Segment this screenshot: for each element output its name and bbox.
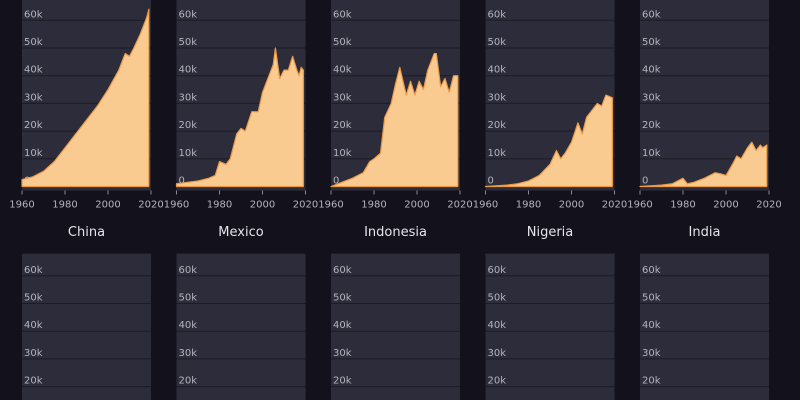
y-tick-label: 30k xyxy=(642,92,661,103)
y-tick-label: 60k xyxy=(179,265,198,276)
y-tick-label: 30k xyxy=(179,92,198,103)
area xyxy=(175,47,304,188)
x-tick-label: 1960 xyxy=(473,200,498,211)
x-tick-label: 2000 xyxy=(713,200,738,211)
x-tick-label: 2000 xyxy=(95,200,120,211)
x-tick-label: 1980 xyxy=(361,200,386,211)
y-tick-label: 50k xyxy=(179,37,198,48)
y-tick-label: 40k xyxy=(179,320,198,331)
y-tick-label: 10k xyxy=(333,148,352,159)
y-tick-label: 50k xyxy=(642,37,661,48)
y-tick-label: 40k xyxy=(179,65,198,76)
y-tick-label: 40k xyxy=(333,320,352,331)
y-tick-label: 20k xyxy=(642,376,661,387)
y-tick-label: 40k xyxy=(24,320,43,331)
y-tick-label: 60k xyxy=(24,9,43,20)
y-tick-label: 0 xyxy=(179,176,185,187)
panel xyxy=(640,253,769,400)
panel-title: Nigeria xyxy=(527,225,574,240)
x-tick-label: 1960 xyxy=(9,200,34,211)
y-tick-label: 20k xyxy=(333,376,352,387)
panel-title: Mexico xyxy=(218,225,263,240)
y-tick-label: 30k xyxy=(488,92,507,103)
x-tick-label: 1960 xyxy=(318,200,343,211)
area xyxy=(21,8,150,188)
y-tick-label: 10k xyxy=(642,148,661,159)
y-tick-label: 30k xyxy=(179,348,198,359)
y-tick-label: 30k xyxy=(642,348,661,359)
x-tick-label: 2000 xyxy=(250,200,275,211)
x-tick-label: 2020 xyxy=(602,200,627,211)
y-tick-label: 60k xyxy=(333,9,352,20)
x-tick-label: 1980 xyxy=(516,200,541,211)
x-tick-label: 2020 xyxy=(756,200,781,211)
y-tick-label: 40k xyxy=(642,65,661,76)
y-tick-label: 40k xyxy=(488,320,507,331)
y-tick-label: 40k xyxy=(488,65,507,76)
x-tick-label: 2020 xyxy=(293,200,318,211)
y-tick-label: 30k xyxy=(333,92,352,103)
y-tick-label: 20k xyxy=(642,120,661,131)
y-tick-label: 40k xyxy=(24,65,43,76)
y-tick-label: 50k xyxy=(24,293,43,304)
panel-title: Indonesia xyxy=(364,225,427,240)
y-tick-label: 10k xyxy=(488,148,507,159)
y-tick-label: 0 xyxy=(333,176,339,187)
area xyxy=(484,94,613,188)
x-tick-label: 2020 xyxy=(138,200,163,211)
panel-title: China xyxy=(68,225,105,240)
x-tick-label: 1980 xyxy=(52,200,77,211)
y-tick-label: 60k xyxy=(333,265,352,276)
area xyxy=(330,52,459,188)
y-tick-label: 30k xyxy=(24,348,43,359)
y-tick-label: 20k xyxy=(179,120,198,131)
y-tick-label: 20k xyxy=(333,120,352,131)
x-tick-label: 2000 xyxy=(404,200,429,211)
x-tick-label: 1960 xyxy=(627,200,652,211)
y-tick-label: 10k xyxy=(179,148,198,159)
y-tick-label: 50k xyxy=(179,293,198,304)
x-tick-label: 2000 xyxy=(559,200,584,211)
panel-title: India xyxy=(689,225,721,240)
panel xyxy=(176,253,306,400)
x-tick-label: 2020 xyxy=(447,200,472,211)
y-tick-label: 0 xyxy=(488,176,494,187)
y-tick-label: 50k xyxy=(333,37,352,48)
y-tick-label: 60k xyxy=(488,9,507,20)
y-tick-label: 20k xyxy=(488,120,507,131)
y-tick-label: 30k xyxy=(488,348,507,359)
panel xyxy=(331,253,460,400)
y-tick-label: 60k xyxy=(642,265,661,276)
y-tick-label: 20k xyxy=(24,120,43,131)
y-tick-label: 50k xyxy=(642,293,661,304)
y-tick-label: 50k xyxy=(24,37,43,48)
y-tick-label: 30k xyxy=(24,92,43,103)
area xyxy=(639,141,768,188)
y-tick-label: 20k xyxy=(179,376,198,387)
y-tick-label: 30k xyxy=(333,348,352,359)
y-tick-label: 60k xyxy=(179,9,198,20)
y-tick-label: 50k xyxy=(488,37,507,48)
y-tick-label: 0 xyxy=(642,176,648,187)
y-tick-label: 10k xyxy=(24,148,43,159)
y-tick-label: 20k xyxy=(24,376,43,387)
x-tick-label: 1980 xyxy=(207,200,232,211)
y-tick-label: 60k xyxy=(488,265,507,276)
panel xyxy=(22,253,151,400)
x-tick-label: 1960 xyxy=(164,200,189,211)
y-tick-label: 50k xyxy=(333,293,352,304)
y-tick-label: 20k xyxy=(488,376,507,387)
y-tick-label: 60k xyxy=(642,9,661,20)
panel xyxy=(485,253,615,400)
x-tick-label: 1980 xyxy=(670,200,695,211)
y-tick-label: 40k xyxy=(642,320,661,331)
y-tick-label: 60k xyxy=(24,265,43,276)
y-tick-label: 50k xyxy=(488,293,507,304)
y-tick-label: 40k xyxy=(333,65,352,76)
